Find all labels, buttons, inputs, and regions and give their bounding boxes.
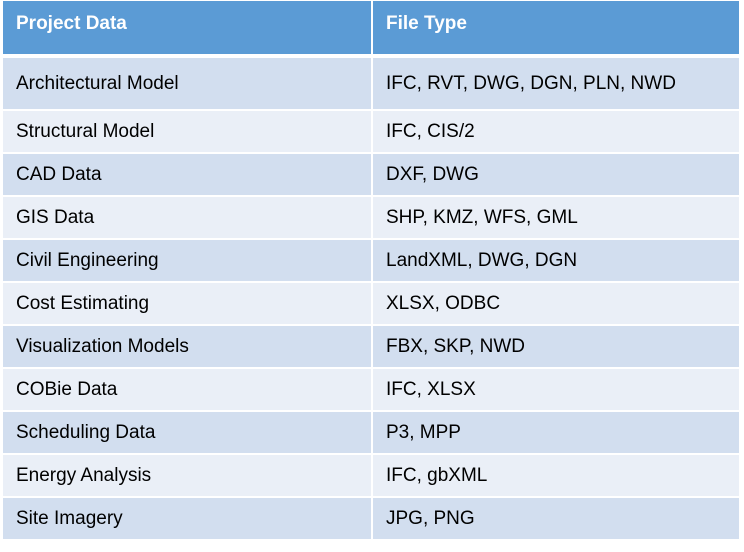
table-row: CAD Data DXF, DWG — [3, 153, 739, 197]
project-data-cell: Site Imagery — [3, 497, 373, 541]
project-data-cell: Architectural Model — [3, 56, 373, 111]
file-type-cell: XLSX, ODBC — [372, 282, 739, 326]
project-data-cell: Cost Estimating — [3, 282, 373, 326]
project-data-cell: Scheduling Data — [3, 411, 373, 455]
project-data-cell: COBie Data — [3, 368, 373, 412]
table-row: Energy Analysis IFC, gbXML — [3, 454, 739, 498]
header-row: Project Data File Type — [3, 1, 739, 56]
project-data-cell: Civil Engineering — [3, 239, 373, 283]
table-row: Site Imagery JPG, PNG — [3, 497, 739, 541]
table-row: Scheduling Data P3, MPP — [3, 411, 739, 455]
project-data-table-container: Project Data File Type Architectural Mod… — [3, 1, 739, 541]
header-file-type: File Type — [372, 1, 739, 56]
table-row: Cost Estimating XLSX, ODBC — [3, 282, 739, 326]
file-type-cell: DXF, DWG — [372, 153, 739, 197]
table-row: GIS Data SHP, KMZ, WFS, GML — [3, 196, 739, 240]
table-row: Structural Model IFC, CIS/2 — [3, 110, 739, 154]
file-type-cell: FBX, SKP, NWD — [372, 325, 739, 369]
project-data-cell: Visualization Models — [3, 325, 373, 369]
project-data-cell: CAD Data — [3, 153, 373, 197]
project-data-cell: GIS Data — [3, 196, 373, 240]
file-type-cell: IFC, RVT, DWG, DGN, PLN, NWD — [372, 56, 739, 111]
table-row: Visualization Models FBX, SKP, NWD — [3, 325, 739, 369]
file-type-cell: IFC, gbXML — [372, 454, 739, 498]
file-type-cell: JPG, PNG — [372, 497, 739, 541]
file-type-cell: SHP, KMZ, WFS, GML — [372, 196, 739, 240]
table-row: Architectural Model IFC, RVT, DWG, DGN, … — [3, 56, 739, 111]
file-type-cell: LandXML, DWG, DGN — [372, 239, 739, 283]
table-row: Civil Engineering LandXML, DWG, DGN — [3, 239, 739, 283]
table-row: COBie Data IFC, XLSX — [3, 368, 739, 412]
file-type-cell: P3, MPP — [372, 411, 739, 455]
header-project-data: Project Data — [3, 1, 373, 56]
project-data-table: Project Data File Type Architectural Mod… — [3, 1, 739, 541]
project-data-cell: Structural Model — [3, 110, 373, 154]
file-type-cell: IFC, XLSX — [372, 368, 739, 412]
table-body: Architectural Model IFC, RVT, DWG, DGN, … — [3, 56, 739, 541]
file-type-cell: IFC, CIS/2 — [372, 110, 739, 154]
project-data-cell: Energy Analysis — [3, 454, 373, 498]
table-header: Project Data File Type — [3, 1, 739, 56]
